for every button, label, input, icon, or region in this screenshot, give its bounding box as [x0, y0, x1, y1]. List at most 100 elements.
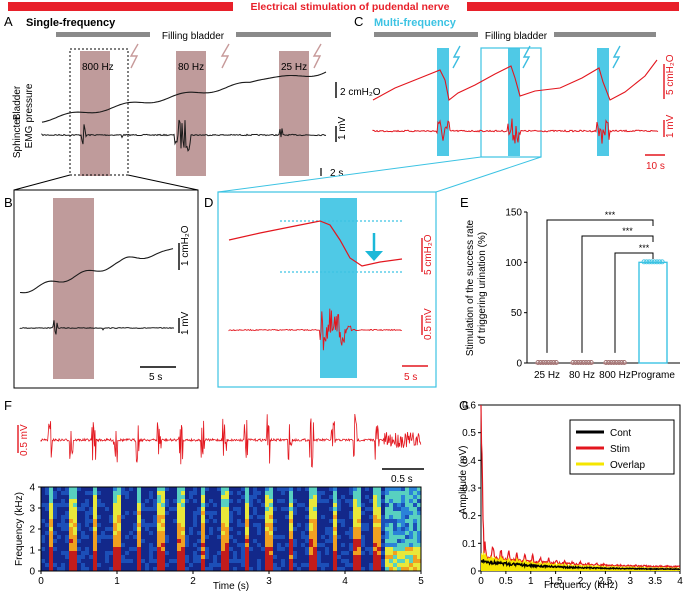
spectrogram-cell [121, 491, 125, 495]
spectrogram-cell [385, 487, 389, 491]
spectrogram-cell [217, 559, 221, 563]
spectrogram-cell [177, 511, 181, 515]
spectrogram-cell [89, 519, 93, 523]
spectrogram-cell [329, 555, 333, 559]
spectrogram-cell [81, 507, 85, 511]
spectrogram-cell [157, 527, 161, 531]
spectrogram-cell [301, 567, 305, 571]
spectrogram-cell [357, 559, 361, 563]
spectrogram-cell [305, 523, 309, 527]
spectrogram-cell [357, 499, 361, 503]
spectrogram-cell [329, 503, 333, 507]
spectrogram-cell [313, 563, 317, 567]
spectrogram-cell [77, 555, 81, 559]
spectrogram-cell [257, 543, 261, 547]
zoom-connector-a-right [127, 174, 199, 191]
spectrogram-cell [321, 535, 325, 539]
spectrogram-cell [357, 487, 361, 491]
spectrogram-cell [285, 551, 289, 555]
spectrogram-cell [85, 555, 89, 559]
spectrogram-cell [101, 499, 105, 503]
spectrogram-cell [337, 547, 341, 551]
spectrogram-cell [85, 559, 89, 563]
spectrogram-cell [253, 547, 257, 551]
spectrogram-cell [345, 515, 349, 519]
spectrogram-cell [177, 507, 181, 511]
spectrogram-cell [269, 551, 273, 555]
spectrogram-cell [113, 503, 117, 507]
spectrogram-cell [277, 491, 281, 495]
spectrogram-cell [233, 547, 237, 551]
spectrogram-cell [189, 547, 193, 551]
spectrogram-cell [325, 567, 329, 571]
spectrogram-cell [177, 539, 181, 543]
spectrogram-cell [261, 551, 265, 555]
spectrogram-cell [329, 519, 333, 523]
spectrogram-cell [105, 503, 109, 507]
spectrogram-cell [137, 555, 141, 559]
spectrogram-cell [349, 519, 353, 523]
spectrogram-cell [89, 547, 93, 551]
spectrogram-cell [145, 547, 149, 551]
spectrogram-cell [389, 515, 393, 519]
spectrogram-cell [53, 543, 57, 547]
spectrogram-cell [297, 519, 301, 523]
spectrogram-cell [73, 487, 77, 491]
spectrogram-cell [165, 567, 169, 571]
spectrogram-cell [361, 543, 365, 547]
spectrogram-cell [361, 539, 365, 543]
spectrogram-cell [361, 563, 365, 567]
spectrogram-cell [69, 523, 73, 527]
e-data-point [654, 259, 660, 265]
spectrogram-cell [309, 527, 313, 531]
spectrogram-cell [309, 567, 313, 571]
spectrogram-cell [409, 535, 413, 539]
ylabel-pressure: pressure [24, 83, 35, 122]
spectrogram-cell [361, 527, 365, 531]
spectrogram-cell [321, 487, 325, 491]
spectrogram-cell [265, 519, 269, 523]
spectrogram-cell [169, 495, 173, 499]
spectrogram-cell [193, 551, 197, 555]
spectrogram-cell [337, 563, 341, 567]
spectrogram-cell [281, 555, 285, 559]
spectrogram-cell [353, 523, 357, 527]
spectrogram-cell [237, 535, 241, 539]
panel-c-filling-label: Filling bladder [485, 31, 548, 42]
spectrogram-cell [377, 543, 381, 547]
spectrogram-cell [377, 511, 381, 515]
spectrogram-cell [369, 515, 373, 519]
spectrogram-cell [393, 523, 397, 527]
spectrogram-cell [205, 531, 209, 535]
spectrogram-cell [201, 499, 205, 503]
spectrogram-cell [97, 563, 101, 567]
spectrogram-cell [185, 487, 189, 491]
spectrogram-cell [149, 491, 153, 495]
spectrogram-cell [137, 515, 141, 519]
spectrogram-cell [301, 523, 305, 527]
spectrogram-cell [213, 503, 217, 507]
spectrogram-cell [113, 531, 117, 535]
panel-a-heading: Single-frequency [26, 17, 116, 29]
spectrogram-cell [141, 523, 145, 527]
spectrogram-cell [61, 515, 65, 519]
spectrogram-cell [345, 519, 349, 523]
spectrogram-cell [353, 543, 357, 547]
spectrogram-cell [161, 503, 165, 507]
spectrogram-cell [373, 507, 377, 511]
e-data-point [646, 259, 652, 265]
spectrogram-cell [401, 519, 405, 523]
spectrogram-cell [53, 487, 57, 491]
spectrogram-cell [45, 507, 49, 511]
spectrogram-cell [61, 495, 65, 499]
spectrogram-cell [313, 491, 317, 495]
spectrogram-cell [197, 567, 201, 571]
spectrogram-cell [297, 551, 301, 555]
spectrogram-cell [309, 491, 313, 495]
spec-xtick-label: 1 [114, 576, 120, 587]
spectrogram-cell [117, 495, 121, 499]
spectrogram-cell [225, 535, 229, 539]
spectrogram-cell [301, 551, 305, 555]
spectrogram-cell [277, 487, 281, 491]
spectrogram-cell [337, 551, 341, 555]
